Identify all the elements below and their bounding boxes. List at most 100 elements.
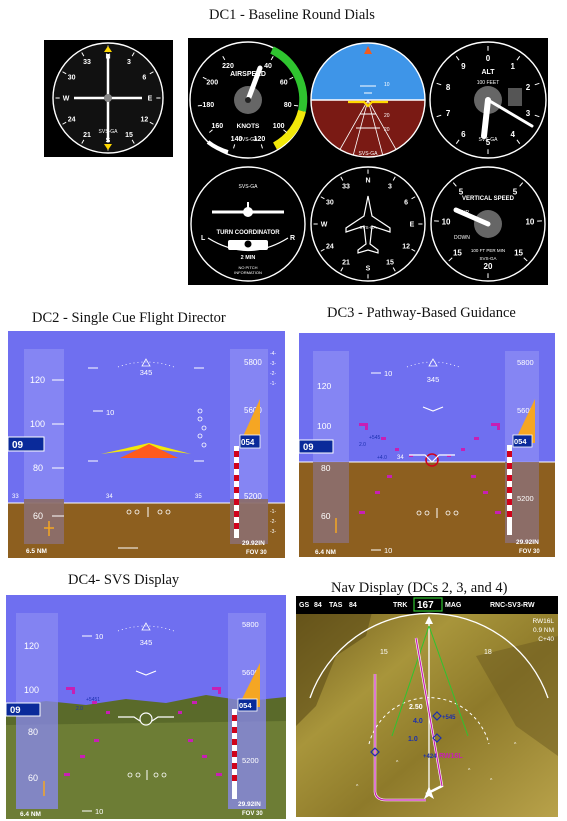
asi-maker: SVS-GA [239, 137, 259, 143]
dc2-heading: 345 [140, 368, 153, 377]
svg-text:0.9 NM: 0.9 NM [533, 627, 554, 634]
asi-tick-mark [233, 144, 236, 149]
asi-tick: 180 [202, 102, 214, 109]
dc3-fov: FOV 30 [519, 549, 540, 555]
alt-tick-mark [534, 82, 540, 86]
asi-tick: 80 [284, 102, 292, 109]
dc3-spd-80: 80 [321, 463, 331, 473]
svg-text:^: ^ [396, 760, 399, 766]
hdg-tick: N [365, 177, 370, 184]
alt-tick: 0 [486, 54, 491, 63]
hdg-tick: 24 [326, 243, 334, 250]
nav-alt-b: +424 [423, 754, 437, 760]
att-tick-10-up: 10 [384, 82, 390, 88]
nav-trk-label: TRK [393, 602, 407, 609]
nav-tas-label: TAS [329, 602, 343, 609]
asi-tick: 160 [212, 123, 224, 130]
alt-tick: 6 [461, 130, 466, 139]
nav-ring-18: 18 [484, 649, 492, 656]
compass-tick: 30 [68, 74, 76, 81]
compass-tick-mark [62, 71, 67, 75]
dc4-pitch-neg: 10 [95, 807, 103, 816]
asi-tick-mark [202, 76, 207, 80]
vsi-tick: 5 [513, 188, 518, 197]
dc2-pitch: 10 [106, 408, 114, 417]
svg-text:-2-: -2- [270, 519, 276, 525]
compass-tick: 24 [68, 116, 76, 123]
vsi-maker: SVS-GA [479, 256, 496, 261]
vsi-label: VERTICAL SPEED [462, 196, 515, 202]
dc4-speed-readout: 09 [10, 705, 21, 716]
dc4-spd-80: 80 [28, 727, 38, 737]
nav-display: GS 84 TAS 84 TRK MAG RNC-SV3-RW 167 RW16… [296, 596, 558, 817]
alt-tick: 9 [461, 62, 466, 71]
compass-tick-mark [131, 139, 135, 144]
hdg-tick: 12 [402, 243, 410, 250]
nav-tas: 84 [349, 602, 357, 609]
att-tick-10-down: 20 [384, 113, 390, 119]
vsi-unit: 100 FT PER MIN [471, 248, 505, 253]
vsi-tick-mark [523, 257, 528, 262]
dc3-spd-60: 60 [321, 511, 331, 521]
compass-tick-mark [81, 52, 85, 57]
svg-text:-2-: -2- [270, 371, 276, 377]
svg-text:-1-: -1- [270, 509, 276, 515]
hdg-tick: 21 [342, 260, 350, 267]
dc4-pitch: 10 [95, 632, 103, 641]
hdg-tick: S [366, 265, 371, 272]
asi-tick-mark [222, 56, 226, 61]
alt-tick-mark [516, 139, 521, 144]
turn-note-1: NO PITCH [238, 265, 257, 270]
hdg-tick-mark [340, 267, 344, 272]
dc2-hdg-34: 34 [106, 494, 113, 500]
dc4-heading: 345 [140, 638, 153, 647]
heading-indicator: N 3 6 E 12 15 S 21 24 W 30 33 SVS-GA [310, 166, 426, 282]
dc3-speed-readout: 09 [303, 442, 314, 453]
alt-tick: 3 [526, 109, 531, 118]
svg-text:+545: +545 [369, 435, 380, 441]
vsi-tick-mark [448, 257, 453, 262]
compass-tick: 6 [142, 74, 146, 81]
hdg-tick-mark [411, 196, 416, 200]
dc2-nm: 6.5 NM [26, 548, 47, 555]
dc1-title: DC1 - Baseline Round Dials [209, 7, 375, 23]
compass-tick-mark [149, 71, 154, 75]
alt-tick-mark [516, 56, 521, 61]
dc2-spd-120: 120 [30, 375, 45, 385]
dc4-alt-5600: 5600 [242, 668, 259, 677]
dc4-alt-5800: 5800 [242, 620, 259, 629]
svg-text:-1-: -1- [270, 381, 276, 387]
nav-wp: RW16L [532, 618, 554, 625]
compass-tick: 33 [83, 59, 91, 66]
nav-eta: C+40 [538, 636, 554, 643]
svg-text:2.0: 2.0 [76, 706, 83, 712]
airspeed-indicator: 40 60 80 100 120 140 160 180 200 220 AIRSPEED KNO… [189, 41, 308, 159]
nav-runway: RW16L [439, 753, 463, 760]
asi-tick-mark [208, 129, 213, 133]
asi-tick-mark [283, 129, 288, 133]
asi-label: AIRSPEED [230, 71, 266, 78]
asi-tick: 200 [206, 79, 218, 86]
dc2-alt-5800: 5800 [244, 358, 262, 367]
dc2-alt-5200: 5200 [244, 492, 262, 501]
asi-tick: 60 [280, 79, 288, 86]
vertical-speed-indicator: 5 10 15 20 15 10 5 VERTICAL SPEED UP DOWN 100 … [430, 166, 546, 282]
alt-tick: 4 [510, 130, 515, 139]
asi-tick: 140 [231, 136, 243, 143]
dc2-spd-100: 100 [30, 419, 45, 429]
nav-trk: 167 [417, 600, 434, 611]
dc4-alt-5200: 5200 [242, 756, 259, 765]
compass-tick-mark [62, 121, 67, 125]
svg-text:^: ^ [356, 784, 359, 790]
nav-mag: MAG [445, 602, 462, 609]
vsi-up: UP [462, 210, 470, 216]
hdg-tick: 15 [386, 260, 394, 267]
dc3-spd-120: 120 [317, 381, 331, 391]
nav-gs: 84 [314, 602, 322, 609]
compass-tick: E [148, 95, 153, 102]
dc3-pitch-neg: 10 [384, 546, 392, 555]
vsi-tick: 5 [459, 188, 464, 197]
turn-r: R [290, 235, 295, 242]
dc4-spd-120: 120 [24, 641, 39, 651]
